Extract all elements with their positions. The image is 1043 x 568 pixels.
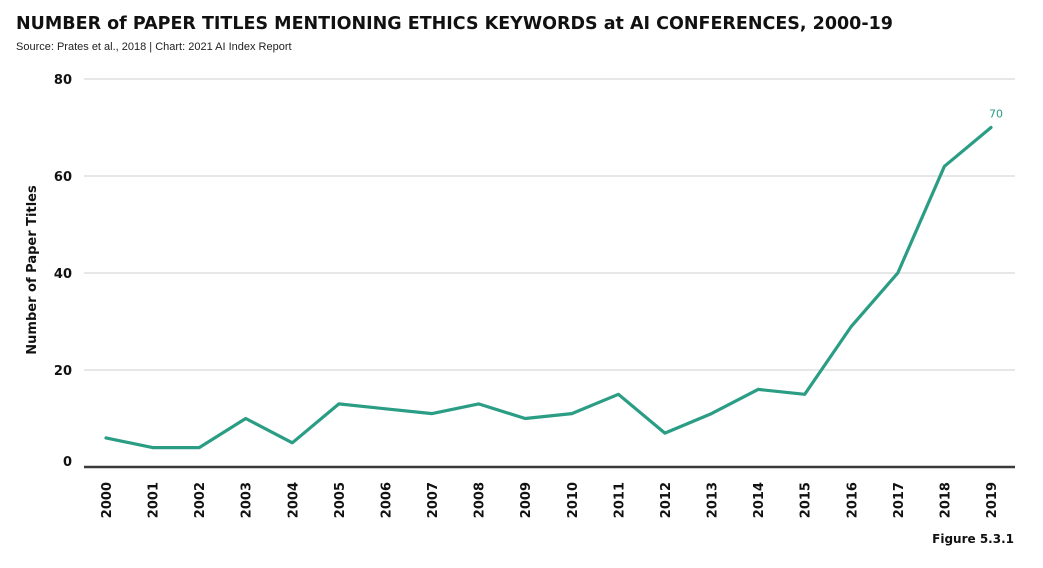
x-tick-label: 2013 — [706, 482, 721, 518]
chart-source: Source: Prates et al., 2018 | Chart: 202… — [16, 41, 292, 53]
gridlines — [84, 78, 1015, 371]
x-tick-label: 2014 — [752, 482, 767, 518]
y-tick-label: 20 — [54, 364, 72, 379]
x-tick-label: 2008 — [473, 482, 488, 518]
x-tick-label: 2019 — [985, 482, 1000, 518]
x-tick-label: 2017 — [892, 482, 907, 518]
y-axis-label: Number of Paper Titles — [25, 185, 40, 355]
y-tick-label: 40 — [54, 267, 72, 282]
y-tick-label: 60 — [54, 170, 72, 185]
x-tick-label: 2001 — [147, 482, 162, 518]
x-tick-label: 2003 — [240, 482, 255, 518]
x-axis-ticks: 2000 2001 2002 2003 2004 2005 2006 2007 2008 2009… — [100, 482, 1000, 518]
figure-label: Figure 5.3.1 — [932, 532, 1014, 546]
x-tick-label: 2005 — [333, 482, 348, 518]
series-layer — [104, 125, 993, 450]
chart-title: NUMBER of PAPER TITLES MENTIONING ETHICS… — [16, 14, 893, 34]
data-label: 70 — [989, 108, 1003, 121]
x-tick-label: 2007 — [426, 482, 441, 518]
x-tick-label: 2010 — [566, 482, 581, 518]
x-tick-label: 2015 — [799, 482, 814, 518]
y-tick-label: 80 — [54, 73, 72, 88]
x-tick-label: 2018 — [938, 482, 953, 518]
x-tick-label: 2011 — [612, 482, 627, 518]
y-axis-ticks: 0 20 40 60 80 — [54, 73, 72, 470]
data-labels: 70 — [989, 108, 1003, 121]
x-tick-label: 2006 — [379, 482, 394, 518]
x-tick-label: 2000 — [100, 482, 115, 518]
x-tick-label: 2002 — [193, 482, 208, 518]
x-tick-label: 2016 — [845, 482, 860, 518]
x-tick-label: 2012 — [659, 482, 674, 518]
x-tick-label: 2004 — [286, 482, 301, 518]
series-line — [104, 125, 993, 450]
y-tick-label: 0 — [63, 455, 72, 470]
x-tick-label: 2009 — [519, 482, 534, 518]
